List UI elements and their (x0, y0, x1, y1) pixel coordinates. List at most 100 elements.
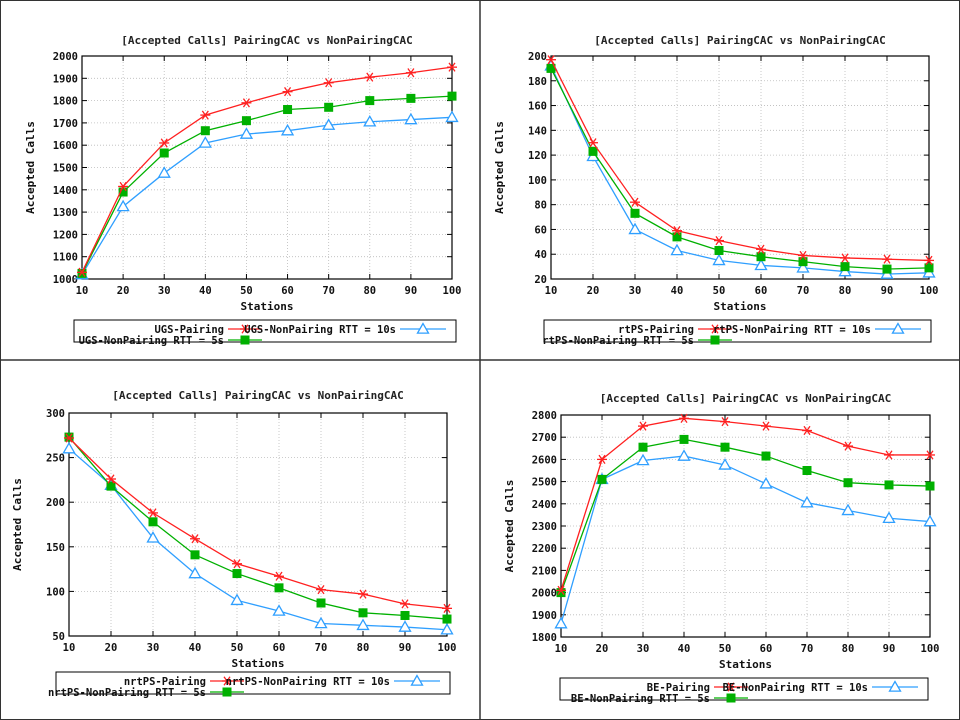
y-tick-label: 150 (46, 542, 65, 554)
data-point-square (720, 442, 730, 452)
x-tick-label: 100 (921, 643, 940, 655)
chart-svg: [Accepted Calls] PairingCAC vs NonPairin… (11, 389, 456, 699)
y-tick-label: 2600 (532, 454, 557, 466)
series-line (550, 68, 930, 270)
data-point-star (761, 421, 771, 431)
legend-marker (726, 693, 736, 703)
chart-title: [Accepted Calls] PairingCAC vs NonPairin… (121, 34, 412, 47)
series-line (560, 455, 931, 624)
data-point-star (714, 235, 724, 246)
data-point-square (241, 116, 251, 126)
x-tick-label: 10 (76, 285, 89, 297)
legend-label: BE-NonPairing RTT = 10s (723, 682, 868, 694)
data-point-square (630, 208, 640, 218)
data-point-square (840, 262, 850, 272)
legend: BE-Pairing BE-NonPairing RTT = 10sBE-NonP… (559, 677, 929, 705)
x-tick-label: 90 (883, 643, 896, 655)
data-point-square (884, 480, 894, 490)
data-point-square (442, 614, 452, 624)
x-tick-label: 30 (637, 643, 650, 655)
x-axis-label: Stations (232, 657, 285, 670)
y-tick-label: 1800 (53, 96, 78, 108)
data-point-square (283, 105, 293, 115)
data-point-triangle (554, 616, 568, 629)
x-tick-label: 70 (315, 642, 328, 654)
series-nrtps-nonpairing-rtt-5s (64, 432, 452, 624)
x-tick-label: 90 (405, 285, 418, 297)
legend-label: BE-NonPairing RTT = 5s (571, 693, 710, 705)
x-tick-label: 60 (755, 285, 768, 297)
data-point-square (843, 478, 853, 488)
data-point-triangle (677, 449, 691, 461)
plot-area-border (81, 55, 453, 280)
y-tick-label: 200 (528, 51, 547, 63)
data-point-star (400, 599, 410, 609)
y-tick-label: 300 (46, 408, 65, 420)
legend: UGS-Pairing UGS-NonPairing RTT = 10sUGS-N… (73, 319, 457, 347)
x-axis-label: Stations (241, 300, 294, 313)
x-axis-label: Stations (719, 658, 772, 671)
y-tick-label: 1600 (53, 140, 78, 152)
x-tick-label: 80 (363, 285, 376, 297)
series-line (81, 116, 453, 275)
chart-svg: [Accepted Calls] PairingCAC vs NonPairin… (493, 34, 939, 347)
legend-label: nrtPS-NonPairing RTT = 5s (48, 687, 206, 699)
y-tick-label: 100 (46, 586, 65, 598)
data-point-square (365, 96, 375, 106)
data-point-triangle (116, 199, 130, 212)
data-point-square (159, 148, 169, 158)
y-tick-label: 250 (46, 453, 65, 465)
chart-title: [Accepted Calls] PairingCAC vs NonPairin… (600, 392, 891, 405)
legend: nrtPS-Pairing nrtPS-NonPairing RTT = 10sn… (48, 671, 451, 699)
y-tick-label: 1400 (53, 185, 78, 197)
x-tick-label: 20 (105, 642, 118, 654)
series-line (68, 437, 448, 609)
y-tick-label: 2700 (532, 432, 557, 444)
series-line (68, 448, 448, 631)
y-tick-label: 1500 (53, 163, 78, 175)
ugs-chart-panel: [Accepted Calls] PairingCAC vs NonPairin… (0, 0, 479, 359)
legend-label: UGS-NonPairing RTT = 5s (79, 335, 224, 347)
x-tick-label: 20 (587, 285, 600, 297)
x-tick-label: 80 (357, 642, 370, 654)
data-point-star (241, 98, 252, 108)
rtps-chart-panel: [Accepted Calls] PairingCAC vs NonPairin… (481, 0, 960, 359)
series-rtps-nonpairing-rtt-5s (546, 63, 934, 274)
series-nrtps-nonpairing-rtt-10s (62, 441, 454, 635)
chart-title: [Accepted Calls] PairingCAC vs NonPairin… (112, 389, 403, 402)
y-tick-label: 1900 (53, 73, 78, 85)
y-tick-label: 2400 (532, 499, 557, 511)
y-tick-label: 1700 (53, 118, 78, 130)
x-tick-label: 100 (443, 285, 462, 297)
y-tick-label: 40 (534, 249, 547, 261)
x-tick-label: 10 (545, 285, 558, 297)
data-point-square (406, 93, 416, 103)
series-ugs-nonpairing-rtt-10s (75, 110, 459, 280)
x-tick-label: 40 (671, 285, 684, 297)
series-rtps-pairing (546, 55, 934, 266)
y-tick-label: 120 (528, 150, 547, 162)
data-point-square (232, 569, 242, 579)
grid-lines (81, 55, 453, 280)
y-tick-label: 80 (534, 200, 547, 212)
series-be-pairing (556, 413, 935, 596)
data-point-triangle (628, 222, 642, 235)
grid-lines (68, 412, 448, 637)
y-tick-label: 200 (46, 497, 65, 509)
y-tick-label: 1200 (53, 229, 78, 241)
data-point-square (400, 610, 410, 620)
data-point-triangle (800, 495, 814, 508)
series-line (81, 66, 453, 273)
data-point-square (316, 598, 326, 608)
data-point-square (924, 263, 934, 273)
y-tick-label: 2300 (532, 521, 557, 533)
data-point-triangle (759, 477, 773, 489)
nrtps-chart-panel: [Accepted Calls] PairingCAC vs NonPairin… (0, 361, 479, 720)
series-line (550, 65, 930, 275)
legend-marker (710, 335, 720, 345)
x-tick-label: 40 (678, 643, 691, 655)
x-tick-label: 30 (629, 285, 642, 297)
x-tick-label: 100 (920, 285, 939, 297)
data-point-square (638, 442, 648, 452)
